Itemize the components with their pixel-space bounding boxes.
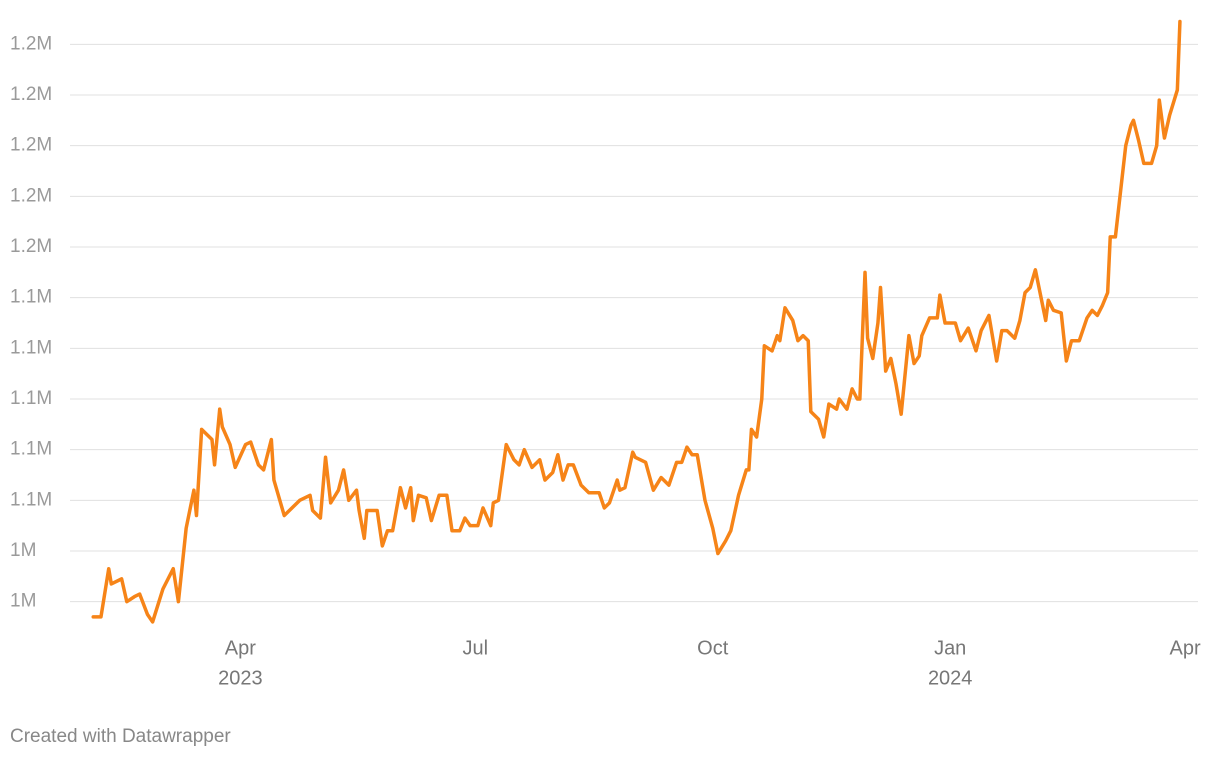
x-tick-label: Oct [697, 637, 729, 659]
x-tick-label: Apr [1170, 637, 1201, 659]
x-tick-label: Apr [225, 637, 256, 659]
y-tick-label: 1.2M [10, 185, 52, 206]
y-tick-label: 1.2M [10, 135, 52, 156]
y-tick-label: 1M [10, 540, 36, 561]
y-tick-label: 1.1M [10, 287, 52, 308]
footer: Created with Datawrapper [10, 726, 231, 747]
y-tick-label: 1.1M [10, 337, 52, 358]
y-tick-label: 1.2M [10, 236, 52, 257]
price-line [91, 19, 1182, 624]
x-tick-label: Jan [934, 637, 966, 659]
y-tick-label: 1M [10, 591, 36, 612]
y-tick-label: 1.1M [10, 439, 52, 460]
x-tick-year: 2023 [218, 667, 263, 689]
y-tick-label: 1.2M [10, 33, 52, 54]
y-tick-label: 1.1M [10, 388, 52, 409]
y-tick-label: 1.2M [10, 84, 52, 105]
x-tick-year: 2024 [928, 667, 973, 689]
x-tick-label: Jul [462, 637, 488, 659]
y-tick-label: 1.1M [10, 489, 52, 510]
